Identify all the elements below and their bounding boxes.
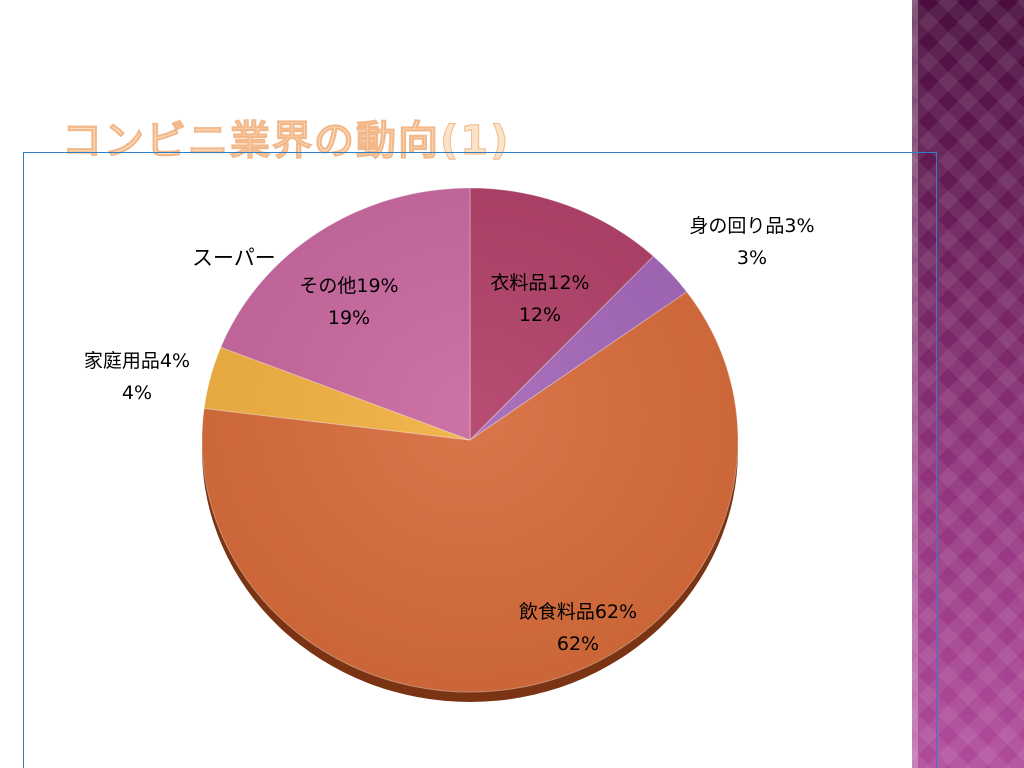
pie-labels: 衣料品12% 12% 身の回り品3% 3% 飲食料品62% 62% 家庭用品4% 4% その他1… (84, 215, 815, 655)
slice-label-1: 衣料品12% (490, 272, 589, 294)
slice-percent-4: 4% (122, 382, 152, 404)
slice-percent-1: 12% (519, 304, 561, 326)
slice-label-4: 家庭用品4% (84, 350, 190, 372)
chart-frame (23, 152, 937, 768)
decorative-side-band (912, 0, 1024, 768)
slice-percent-3: 62% (557, 633, 599, 655)
slice-percent-5: 19% (328, 307, 370, 329)
slice-label-3: 飲食料品62% (519, 601, 637, 623)
slice-label-2: 身の回り品3% (689, 215, 814, 237)
chart-title: スーパー (192, 246, 276, 270)
slide-title: コンビニ業界の動向(1) (61, 118, 511, 165)
slice-percent-2: 3% (737, 247, 767, 269)
slice-label-5: その他19% (299, 275, 398, 297)
pie-slices (201, 187, 739, 693)
